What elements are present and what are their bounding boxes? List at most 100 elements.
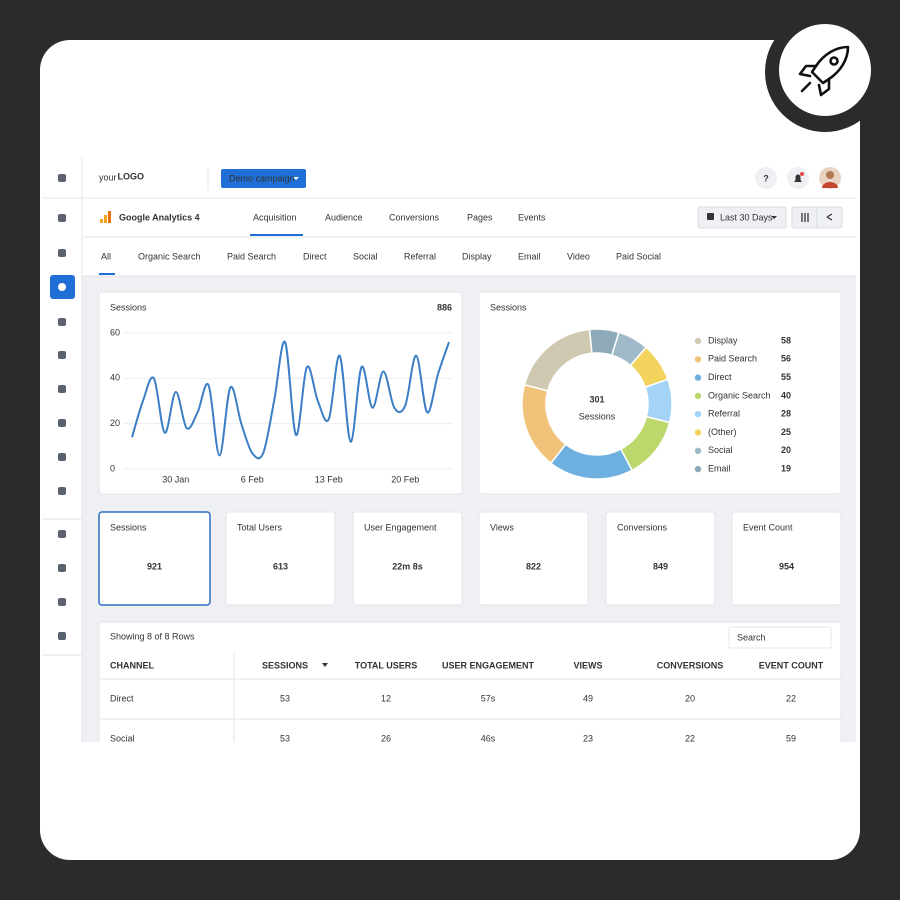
table-cell: 23 xyxy=(583,733,593,743)
kpi-card[interactable] xyxy=(225,511,336,606)
sidebar-icon[interactable] xyxy=(58,214,66,222)
table-cell: 49 xyxy=(583,693,593,703)
sidebar-icon[interactable] xyxy=(58,249,66,257)
kpi-card[interactable] xyxy=(731,511,842,606)
legend-swatch xyxy=(694,447,702,454)
nav-tab[interactable]: Audience xyxy=(325,212,363,222)
y-tick-label: 20 xyxy=(110,418,120,428)
date-button[interactable] xyxy=(697,206,787,229)
legend-value: 20 xyxy=(781,445,791,455)
kpi-value: 22m 8s xyxy=(392,561,423,571)
campaign-button[interactable] xyxy=(221,169,306,188)
screenshot: your LOGO Demo campaign ? Google Analytics 4… xyxy=(42,157,856,743)
kpi-card[interactable] xyxy=(478,511,589,606)
legend-label: Social xyxy=(708,445,733,455)
table-cell: 53 xyxy=(280,693,290,703)
column-header[interactable]: CONVERSIONS xyxy=(657,660,724,670)
legend-swatch xyxy=(694,392,702,400)
y-tick-label: 60 xyxy=(110,327,120,337)
sidebar-icon[interactable] xyxy=(58,351,66,359)
nav-tab[interactable]: Acquisition xyxy=(253,212,297,222)
filter-tab[interactable]: All xyxy=(101,251,111,261)
legend-label: Organic Search xyxy=(708,390,771,400)
column-header[interactable]: TOTAL USERS xyxy=(355,660,418,670)
table-cell: 59 xyxy=(786,733,796,743)
content: your LOGO Demo campaign ? Google Analytics 4… xyxy=(98,171,842,743)
sidebar-icon[interactable] xyxy=(58,174,66,182)
dashboard-title: Google Analytics 4 xyxy=(119,212,200,222)
legend-swatch xyxy=(694,337,702,345)
legend-value: 58 xyxy=(781,335,791,345)
legend-swatch xyxy=(694,356,702,363)
legend-swatch xyxy=(694,429,702,436)
table-cell: 22 xyxy=(786,693,796,703)
donut-segment xyxy=(523,328,593,392)
bell-icon xyxy=(794,174,802,182)
sidebar-icon[interactable] xyxy=(58,487,66,495)
column-header[interactable]: SESSIONS xyxy=(262,660,308,670)
avatar-shirt xyxy=(822,182,838,188)
filter-tab[interactable]: Social xyxy=(353,251,378,261)
sidebar-icon[interactable] xyxy=(58,318,66,326)
legend-value: 55 xyxy=(781,372,791,382)
filter-icon xyxy=(801,213,809,222)
legend-label: Paid Search xyxy=(708,354,757,364)
legend-label: Email xyxy=(708,463,731,473)
legend-value: 19 xyxy=(781,463,791,473)
nav-tab[interactable]: Conversions xyxy=(389,212,440,222)
filter-tab[interactable]: Direct xyxy=(303,251,327,261)
sidebar-icon[interactable] xyxy=(58,385,66,393)
sidebar-icon[interactable] xyxy=(58,453,66,461)
filter-tab[interactable]: Organic Search xyxy=(138,251,201,261)
campaign-label[interactable]: Demo campaign xyxy=(229,173,295,183)
table-cell: 57s xyxy=(481,693,496,703)
kpi-label: User Engagement xyxy=(364,522,437,532)
sidebar-icon[interactable] xyxy=(58,419,66,427)
calendar-icon xyxy=(707,213,714,220)
filter-tab[interactable]: Video xyxy=(567,251,590,261)
x-tick-label: 13 Feb xyxy=(315,474,343,484)
active-filter-underline xyxy=(99,273,115,275)
column-header[interactable]: USER ENGAGEMENT xyxy=(442,660,535,670)
kpi-label: Event Count xyxy=(743,522,793,532)
filter-tab[interactable]: Email xyxy=(518,251,541,261)
filter-tab[interactable]: Paid Search xyxy=(227,251,276,261)
filter-tab[interactable]: Referral xyxy=(404,251,436,261)
kpi-card[interactable] xyxy=(352,511,463,606)
sidebar-icons xyxy=(58,174,66,640)
legend-label: Referral xyxy=(708,409,740,419)
kpi-label: Conversions xyxy=(617,522,668,532)
filter-tab[interactable]: Display xyxy=(462,251,492,261)
table-cell: Social xyxy=(110,733,135,743)
share-icon xyxy=(826,213,833,221)
kpi-label: Sessions xyxy=(110,522,147,532)
column-header[interactable]: CHANNEL xyxy=(110,660,155,670)
filter-tab[interactable]: Paid Social xyxy=(616,251,661,261)
sidebar-icon[interactable] xyxy=(58,564,66,572)
column-header[interactable]: VIEWS xyxy=(573,660,602,670)
table-cell: 22 xyxy=(685,733,695,743)
kpi-card[interactable] xyxy=(605,511,716,606)
legend-value: 25 xyxy=(781,427,791,437)
sessions-line xyxy=(131,340,450,460)
kpi-card[interactable] xyxy=(98,511,211,606)
legend-label: (Other) xyxy=(708,427,737,437)
kpi-label: Total Users xyxy=(237,522,283,532)
search-placeholder[interactable]: Search xyxy=(737,632,766,642)
sidebar-icon[interactable] xyxy=(58,283,66,291)
sidebar-icon[interactable] xyxy=(58,598,66,606)
date-range[interactable]: Last 30 Days xyxy=(720,212,773,222)
help-label[interactable]: ? xyxy=(763,173,769,183)
nav-tab[interactable]: Events xyxy=(518,212,546,222)
table-cell: 26 xyxy=(381,733,391,743)
sidebar-icon[interactable] xyxy=(58,632,66,640)
nav-tab[interactable]: Pages xyxy=(467,212,493,222)
sidebar-icon[interactable] xyxy=(58,530,66,538)
help-button[interactable] xyxy=(755,167,777,189)
kpi-value: 849 xyxy=(653,561,668,571)
table-cell: 12 xyxy=(381,693,391,703)
y-tick-label: 0 xyxy=(110,463,115,473)
column-header[interactable]: EVENT COUNT xyxy=(759,660,824,670)
search-box[interactable] xyxy=(728,626,832,649)
